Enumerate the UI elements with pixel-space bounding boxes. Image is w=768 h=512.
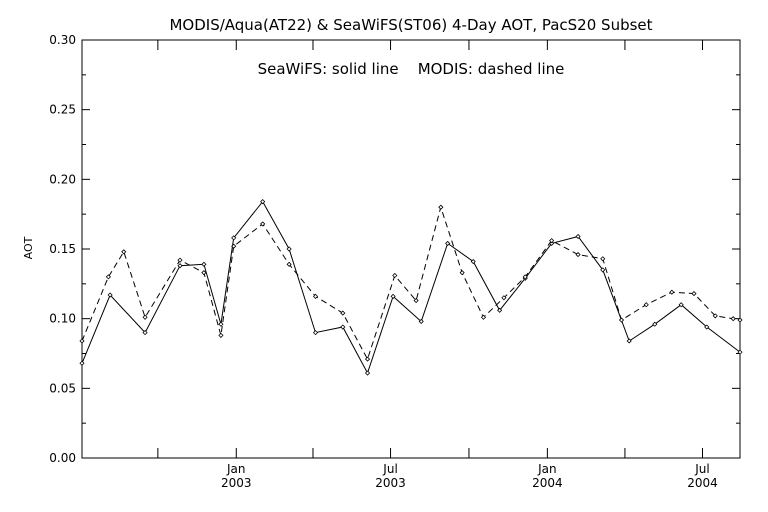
modis-point	[730, 316, 736, 322]
modis-point	[364, 356, 371, 362]
seawifs-point	[600, 267, 606, 273]
y-tick-label: 0.15	[49, 242, 76, 256]
modis-point	[218, 332, 224, 338]
modis-line	[81, 205, 741, 361]
modis-point	[286, 261, 292, 267]
y-tick-label: 0.10	[49, 312, 76, 326]
modis-point	[643, 302, 649, 308]
seawifs-point	[390, 293, 396, 299]
seawifs-point	[201, 261, 207, 267]
y-axis: 0.00 0.05 0.10 0.15 0.20 0.25 0.30	[49, 33, 740, 465]
modis-point	[669, 289, 675, 295]
modis-point	[600, 256, 606, 262]
seawifs-point	[340, 324, 346, 330]
seawifs-point	[704, 324, 710, 330]
modis-point	[712, 313, 718, 319]
modis-point	[142, 314, 148, 320]
seawifs-point	[218, 321, 224, 327]
modis-point	[413, 297, 419, 304]
modis-point	[177, 257, 183, 263]
seawifs-point	[418, 318, 424, 325]
modis-point	[79, 338, 85, 344]
seawifs-point	[260, 199, 266, 205]
modis-point	[691, 291, 697, 297]
seawifs-point	[497, 307, 503, 313]
seawifs-point	[312, 330, 319, 336]
y-tick-label: 0.05	[49, 381, 76, 395]
modis-point	[312, 293, 319, 299]
y-tick-label: 0.25	[49, 103, 76, 117]
x-tick-year: 2004	[532, 476, 563, 490]
modis-point	[501, 295, 507, 301]
seawifs-point	[626, 338, 632, 344]
modis-point	[549, 238, 555, 244]
modis-point	[260, 221, 266, 227]
plot-frame	[81, 39, 741, 459]
x-tick-month: Jul	[382, 462, 397, 476]
seawifs-point	[107, 292, 113, 298]
modis-point	[392, 272, 398, 279]
seawifs-line	[81, 200, 741, 375]
modis-point	[340, 310, 346, 316]
y-tick-label: 0.00	[49, 451, 76, 465]
seawifs-point	[177, 263, 183, 269]
modis-point	[105, 274, 111, 280]
modis-point	[459, 270, 465, 276]
modis-point	[231, 243, 237, 249]
x-tick-year: 2004	[687, 476, 718, 490]
modis-point	[575, 252, 581, 258]
seawifs-point	[737, 349, 743, 355]
seawifs-point	[652, 321, 658, 327]
seawifs-point	[142, 330, 148, 336]
seawifs-point	[79, 360, 85, 366]
y-tick-label: 0.20	[49, 172, 76, 186]
modis-point	[121, 249, 127, 255]
modis-point	[480, 314, 487, 320]
seawifs-point	[231, 235, 237, 241]
modis-point	[737, 317, 743, 323]
modis-point	[618, 317, 625, 323]
y-axis-label: AOT	[22, 236, 35, 259]
x-tick-month: Jul	[694, 462, 709, 476]
series-layer	[79, 199, 743, 376]
seawifs-point	[445, 240, 451, 246]
y-tick-label: 0.30	[49, 33, 76, 47]
modis-point	[522, 274, 528, 280]
x-tick-year: 2003	[221, 476, 252, 490]
seawifs-point	[575, 233, 581, 240]
line-style-note: SeaWiFS: solid line MODIS: dashed line	[258, 60, 565, 78]
x-tick-month: Jan	[537, 462, 557, 476]
seawifs-point	[678, 302, 684, 308]
modis-point	[438, 204, 444, 210]
chart-title: MODIS/Aqua(AT22) & SeaWiFS(ST06) 4-Day A…	[169, 16, 652, 34]
x-tick-year: 2003	[375, 476, 406, 490]
x-tick-month: Jan	[226, 462, 246, 476]
seawifs-point	[364, 370, 371, 376]
modis-point	[201, 270, 207, 276]
seawifs-point	[470, 258, 476, 265]
seawifs-point	[286, 246, 292, 252]
